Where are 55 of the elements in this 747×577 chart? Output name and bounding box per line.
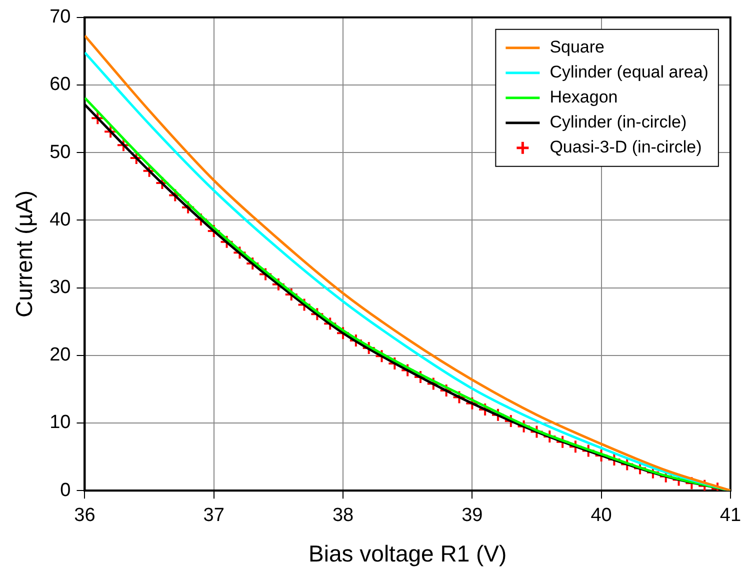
x-tick-label: 40 xyxy=(590,505,612,526)
point xyxy=(452,390,466,404)
x-tick-label: 37 xyxy=(203,505,224,526)
point xyxy=(620,457,634,472)
y-tick-label: 50 xyxy=(50,142,71,163)
point xyxy=(374,349,389,364)
point xyxy=(348,334,363,348)
point xyxy=(607,452,622,467)
x-tick-label: 41 xyxy=(720,505,742,526)
legend-label: Square xyxy=(550,38,605,57)
point xyxy=(206,224,221,238)
point xyxy=(220,234,234,249)
point xyxy=(465,396,480,410)
y-axis-title: Current (µA) xyxy=(11,190,38,318)
point xyxy=(129,151,144,166)
point xyxy=(581,444,596,458)
point xyxy=(310,307,324,322)
point xyxy=(258,267,273,282)
point xyxy=(142,164,156,178)
point xyxy=(426,376,440,391)
point xyxy=(516,419,531,434)
point xyxy=(104,124,118,139)
point xyxy=(116,138,130,152)
point xyxy=(568,440,582,454)
point xyxy=(168,188,182,202)
legend-label: Quasi-3-D (in-circle) xyxy=(550,138,702,157)
point xyxy=(323,316,338,331)
point xyxy=(439,384,454,398)
y-tick-label: 60 xyxy=(50,74,71,96)
legend-label: Hexagon xyxy=(550,88,618,107)
point xyxy=(90,111,105,126)
x-tick-label: 38 xyxy=(332,505,354,526)
y-tick-label: 40 xyxy=(50,209,71,230)
point xyxy=(297,298,312,312)
point xyxy=(633,461,648,476)
point xyxy=(232,246,247,260)
y-tick-label: 30 xyxy=(50,277,71,298)
y-tick-label: 70 xyxy=(50,6,71,28)
x-tick-label: 39 xyxy=(462,505,483,526)
legend-label: Cylinder (in-circle) xyxy=(550,112,687,132)
point xyxy=(336,326,350,340)
point xyxy=(246,256,260,270)
point xyxy=(181,200,196,214)
legend-label: Cylinder (equal area) xyxy=(550,62,708,82)
y-tick-label: 0 xyxy=(60,480,71,501)
y-tick-label: 10 xyxy=(50,412,71,434)
point xyxy=(271,277,286,292)
y-tick-label: 20 xyxy=(50,344,71,366)
x-axis-title: Bias voltage R1 (V) xyxy=(308,540,507,567)
point xyxy=(284,288,298,302)
point xyxy=(542,430,557,444)
point xyxy=(530,424,544,439)
point xyxy=(194,212,208,227)
x-tick-label: 36 xyxy=(74,505,96,526)
point xyxy=(594,448,608,462)
